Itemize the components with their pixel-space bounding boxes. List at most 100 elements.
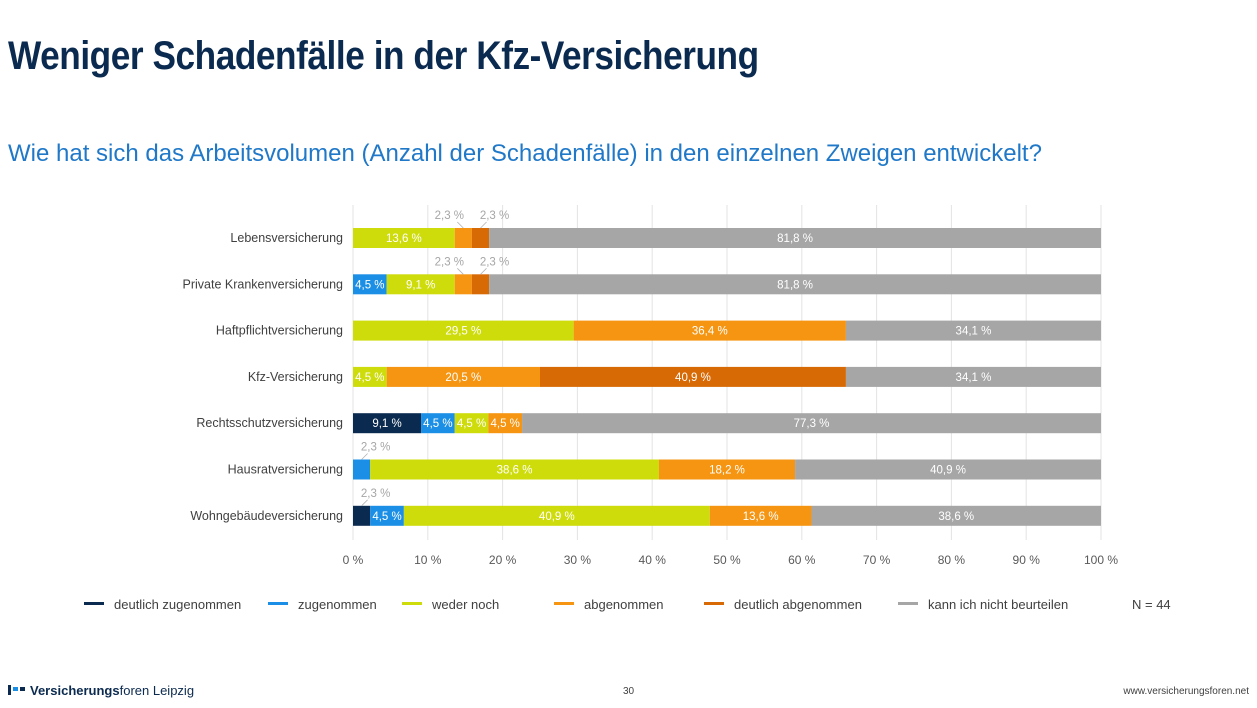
chart-x-tick-labels: 0 % 10 % 20 % 30 % 40 % 50 % 60 % 70 % 80 % 90 % 1… — [343, 553, 1119, 567]
legend-item: abgenommen — [554, 597, 664, 612]
bar-segment — [353, 228, 455, 248]
legend-label: deutlich zugenommen — [114, 597, 242, 612]
legend-swatch — [704, 602, 724, 606]
data-label: 34,1 % — [956, 326, 992, 338]
x-tick-label: 60 % — [788, 553, 816, 567]
category-label: Private Krankenversicherung — [183, 277, 344, 291]
x-tick-label: 30 % — [564, 553, 592, 567]
data-label: 2,3 % — [435, 210, 464, 222]
bar-segment — [488, 413, 523, 434]
data-label: 2,3 % — [361, 442, 390, 454]
category-label: Lebensversicherung — [230, 231, 343, 245]
bar-segment — [386, 274, 455, 295]
data-label: 4,5 % — [355, 372, 384, 384]
footer-url: www.versicherungsforen.net — [1123, 686, 1249, 697]
bar-segment — [709, 505, 812, 526]
bar-segment — [353, 505, 371, 526]
leader-line — [480, 221, 487, 229]
legend-item: deutlich abgenommen — [704, 597, 862, 612]
category-label: Wohngebäudeversicherung — [190, 509, 343, 523]
legend-item: kann ich nicht beurteilen — [898, 597, 1068, 612]
bar-segment — [845, 366, 1101, 387]
legend-swatch — [402, 602, 422, 606]
page-title: Weniger Schadenfälle in der Kfz-Versiche… — [8, 34, 759, 78]
bar-segment — [471, 274, 490, 295]
data-label: 40,9 % — [675, 372, 711, 384]
bar-segment — [573, 320, 846, 341]
chart-category-labels: Lebensversicherung Private Krankenversich… — [183, 231, 344, 523]
bar-segment — [454, 274, 472, 295]
legend-item: zugenommen — [268, 597, 377, 612]
leader-line — [480, 268, 487, 275]
legend-swatch — [898, 602, 918, 606]
category-label: Rechtsschutzversicherung — [196, 416, 343, 430]
stacked-bar-chart: 13,6 %2,3 % 2,3 %81,8 %4,5 % 9,1 %2,3 % 2,3… — [183, 205, 1119, 567]
x-tick-label: 50 % — [713, 553, 741, 567]
data-label: 81,8 % — [777, 233, 813, 245]
category-label: Kfz-Versicherung — [248, 370, 343, 384]
data-label: 29,5 % — [445, 326, 481, 338]
data-label: 4,5 % — [423, 418, 452, 430]
bar-segment — [353, 320, 574, 341]
legend-label: deutlich abgenommen — [734, 597, 862, 612]
legend-item: weder noch — [402, 597, 499, 612]
sample-size-label: N = 44 — [1132, 597, 1171, 612]
bar-segment — [489, 228, 1101, 248]
bar-segment — [386, 366, 540, 387]
bar-segment — [353, 459, 371, 480]
legend-swatch — [268, 602, 288, 606]
data-label: 9,1 % — [406, 279, 435, 291]
data-label: 4,5 % — [457, 418, 486, 430]
data-label: 4,5 % — [372, 511, 401, 523]
x-tick-label: 80 % — [938, 553, 966, 567]
leader-line — [457, 268, 464, 275]
category-label: Hausratversicherung — [228, 463, 343, 477]
bar-segment — [353, 366, 387, 387]
data-label: 13,6 % — [743, 511, 779, 523]
x-tick-label: 70 % — [863, 553, 891, 567]
bar-segment — [540, 366, 846, 387]
legend-item: deutlich zugenommen — [84, 597, 241, 612]
bar-segment — [353, 274, 387, 295]
logo-text-regular: foren Leipzig — [119, 683, 195, 698]
data-label: 9,1 % — [372, 418, 401, 430]
data-label: 18,2 % — [709, 465, 745, 477]
category-label: Haftpflichtversicherung — [216, 324, 343, 338]
bar-segment — [454, 228, 472, 248]
x-tick-label: 100 % — [1084, 553, 1118, 567]
chart-legend: deutlich zugenommen zugenommen weder noch a… — [84, 597, 1204, 613]
x-tick-label: 90 % — [1013, 553, 1041, 567]
legend-swatch — [554, 602, 574, 606]
bar-segment — [845, 320, 1101, 341]
data-label: 40,9 % — [539, 511, 575, 523]
bar-segment — [370, 505, 404, 526]
bar-segment — [658, 459, 796, 480]
data-label: 36,4 % — [692, 326, 728, 338]
bar-segment — [353, 413, 422, 434]
legend-label: zugenommen — [298, 597, 377, 612]
leader-line — [361, 499, 368, 507]
bar-segment — [471, 228, 490, 248]
data-label: 2,3 % — [435, 256, 464, 268]
leader-line — [457, 221, 464, 229]
logo-text-bold: Versicherungs — [30, 683, 120, 698]
leader-line — [361, 453, 368, 460]
logo-mark-icon — [8, 684, 26, 699]
page-number: 30 — [622, 686, 635, 697]
data-label: 2,3 % — [480, 210, 509, 222]
legend-label: abgenommen — [584, 597, 664, 612]
data-label: 13,6 % — [386, 233, 422, 245]
data-label: 38,6 % — [497, 465, 533, 477]
x-tick-label: 0 % — [343, 553, 364, 567]
bar-segment — [795, 459, 1101, 480]
legend-label: weder noch — [432, 597, 500, 612]
x-tick-label: 10 % — [414, 553, 442, 567]
bar-segment — [403, 505, 710, 526]
bar-segment — [454, 413, 489, 434]
data-label: 2,3 % — [361, 488, 390, 500]
data-label: 4,5 % — [355, 279, 384, 291]
bar-segment — [370, 459, 659, 480]
x-tick-label: 20 % — [489, 553, 517, 567]
chart-bars: 13,6 %2,3 % 2,3 %81,8 %4,5 % 9,1 %2,3 % 2,3… — [353, 210, 1101, 526]
data-label: 4,5 % — [491, 418, 520, 430]
